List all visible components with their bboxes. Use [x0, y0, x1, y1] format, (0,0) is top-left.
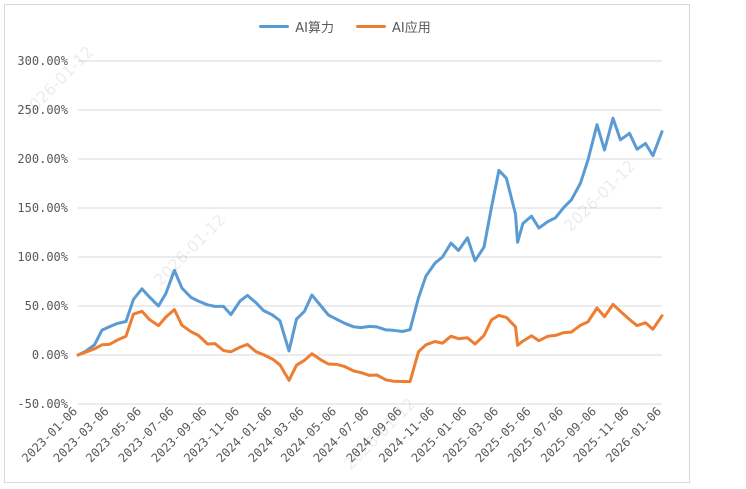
- grid-lines: [78, 60, 662, 405]
- y-tick-label: 0.00%: [32, 348, 69, 362]
- y-tick-label: 300.00%: [17, 54, 68, 68]
- x-axis: 2023-01-062023-03-062023-05-062023-07-06…: [19, 404, 664, 465]
- legend-item-series-1[interactable]: AI算力: [259, 17, 334, 36]
- legend-swatch: [356, 25, 386, 28]
- y-axis: 300.00% 250.00% 200.00% 150.00% 100.00% 50.00…: [17, 54, 68, 411]
- legend-label: AI算力: [295, 21, 334, 36]
- y-tick-label: 100.00%: [17, 250, 68, 264]
- series-line-2: [76, 302, 664, 384]
- series-line-1: [76, 116, 664, 357]
- legend-label: AI应用: [392, 21, 431, 36]
- y-tick-label: 200.00%: [17, 152, 68, 166]
- y-tick-label: 250.00%: [17, 103, 68, 117]
- y-tick-label: 150.00%: [17, 201, 68, 215]
- y-tick-label: -50.00%: [17, 397, 68, 411]
- legend-swatch: [259, 25, 290, 28]
- series-lines: [76, 116, 664, 384]
- chart-frame: [4, 4, 690, 483]
- legend-item-series-2[interactable]: AI应用: [356, 17, 431, 36]
- y-tick-label: 50.00%: [25, 299, 69, 313]
- legend: AI算力 AI应用: [0, 17, 690, 36]
